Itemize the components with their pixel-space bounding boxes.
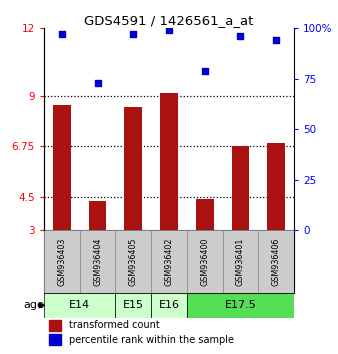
Bar bbox=[44, 230, 80, 293]
Bar bbox=[187, 230, 223, 293]
Text: age: age bbox=[23, 301, 44, 310]
Bar bbox=[258, 230, 294, 293]
Text: GSM936405: GSM936405 bbox=[129, 238, 138, 286]
Title: GDS4591 / 1426561_a_at: GDS4591 / 1426561_a_at bbox=[84, 14, 254, 27]
Text: percentile rank within the sample: percentile rank within the sample bbox=[69, 335, 234, 345]
Text: E16: E16 bbox=[159, 301, 179, 310]
Point bbox=[95, 80, 100, 86]
Bar bbox=[160, 93, 178, 230]
Text: GSM936401: GSM936401 bbox=[236, 238, 245, 286]
Point bbox=[59, 32, 65, 37]
Point bbox=[238, 34, 243, 39]
Text: GSM936402: GSM936402 bbox=[165, 238, 173, 286]
Point bbox=[166, 28, 172, 33]
Bar bbox=[151, 293, 187, 318]
Text: transformed count: transformed count bbox=[69, 320, 160, 330]
Bar bbox=[49, 320, 62, 331]
Bar bbox=[49, 335, 62, 346]
Bar bbox=[187, 293, 294, 318]
Text: GSM936403: GSM936403 bbox=[57, 238, 66, 286]
Bar bbox=[115, 293, 151, 318]
Bar bbox=[151, 230, 187, 293]
Text: E15: E15 bbox=[123, 301, 144, 310]
Text: GSM936404: GSM936404 bbox=[93, 238, 102, 286]
Bar bbox=[115, 230, 151, 293]
Bar bbox=[80, 230, 115, 293]
Text: GSM936406: GSM936406 bbox=[272, 238, 281, 286]
Bar bbox=[267, 143, 285, 230]
Point bbox=[202, 68, 208, 74]
Bar bbox=[232, 146, 249, 230]
Bar bbox=[124, 107, 142, 230]
Text: GSM936400: GSM936400 bbox=[200, 238, 209, 286]
Bar bbox=[196, 199, 214, 230]
Bar bbox=[89, 201, 106, 230]
Text: E14: E14 bbox=[69, 301, 90, 310]
Bar bbox=[44, 293, 115, 318]
Bar bbox=[53, 104, 71, 230]
Point bbox=[130, 32, 136, 37]
Bar bbox=[223, 230, 258, 293]
Point bbox=[273, 38, 279, 43]
Text: E17.5: E17.5 bbox=[224, 301, 256, 310]
